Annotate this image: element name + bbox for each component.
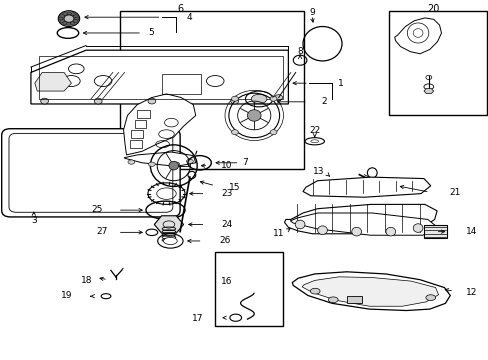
Ellipse shape — [168, 161, 178, 170]
Ellipse shape — [73, 15, 78, 18]
Ellipse shape — [310, 288, 320, 294]
Bar — [131, 130, 142, 138]
Text: 21: 21 — [448, 188, 460, 197]
Ellipse shape — [73, 20, 78, 23]
Text: 4: 4 — [186, 13, 192, 22]
Ellipse shape — [425, 295, 435, 301]
Ellipse shape — [231, 130, 238, 135]
FancyBboxPatch shape — [9, 134, 172, 212]
Ellipse shape — [186, 159, 193, 163]
Bar — [346, 296, 361, 303]
Ellipse shape — [148, 162, 155, 166]
Ellipse shape — [269, 130, 276, 135]
Ellipse shape — [163, 237, 177, 244]
Text: 25: 25 — [91, 205, 102, 214]
Polygon shape — [292, 272, 449, 311]
Text: 18: 18 — [81, 276, 92, 285]
Ellipse shape — [94, 98, 102, 104]
Text: 2: 2 — [321, 97, 326, 106]
Polygon shape — [31, 50, 288, 104]
Text: 3: 3 — [31, 216, 37, 225]
Polygon shape — [290, 213, 437, 235]
Text: 22: 22 — [308, 126, 320, 135]
Ellipse shape — [64, 15, 74, 22]
Bar — [137, 110, 150, 118]
Ellipse shape — [70, 22, 75, 24]
Ellipse shape — [317, 226, 327, 234]
Polygon shape — [303, 177, 430, 197]
Polygon shape — [154, 216, 183, 233]
Text: 24: 24 — [221, 220, 232, 229]
Text: 14: 14 — [465, 227, 476, 236]
Polygon shape — [123, 94, 195, 155]
Text: 20: 20 — [427, 4, 439, 14]
Bar — [161, 74, 200, 94]
Bar — [423, 225, 447, 238]
Bar — [215, 252, 282, 325]
Text: 16: 16 — [221, 276, 232, 285]
Ellipse shape — [269, 96, 276, 101]
Polygon shape — [394, 18, 441, 54]
Ellipse shape — [251, 94, 266, 104]
Ellipse shape — [70, 13, 75, 15]
Polygon shape — [423, 89, 433, 94]
Ellipse shape — [62, 22, 67, 24]
Ellipse shape — [172, 162, 179, 166]
Ellipse shape — [58, 11, 80, 27]
Ellipse shape — [351, 227, 361, 236]
Bar — [120, 11, 304, 169]
Ellipse shape — [66, 12, 71, 15]
Polygon shape — [302, 277, 438, 306]
Ellipse shape — [385, 227, 395, 236]
Ellipse shape — [412, 224, 422, 232]
Text: 17: 17 — [192, 314, 203, 323]
Ellipse shape — [231, 96, 238, 101]
Ellipse shape — [310, 140, 318, 143]
Ellipse shape — [148, 98, 156, 104]
Ellipse shape — [230, 98, 238, 104]
Text: 26: 26 — [219, 237, 230, 246]
Polygon shape — [124, 152, 195, 166]
Ellipse shape — [328, 297, 337, 303]
Bar — [39, 55, 282, 99]
Bar — [135, 121, 145, 128]
Ellipse shape — [74, 17, 79, 20]
Ellipse shape — [128, 160, 135, 164]
FancyBboxPatch shape — [1, 129, 180, 217]
Text: 13: 13 — [312, 167, 324, 176]
Text: 6: 6 — [177, 4, 183, 14]
Polygon shape — [284, 204, 436, 234]
Ellipse shape — [60, 15, 64, 18]
Ellipse shape — [59, 17, 63, 20]
Text: 1: 1 — [337, 79, 343, 88]
Text: 19: 19 — [61, 291, 73, 300]
Text: 8: 8 — [297, 47, 303, 56]
Text: 9: 9 — [308, 8, 314, 17]
Bar — [130, 140, 142, 148]
Ellipse shape — [274, 95, 282, 100]
Text: 15: 15 — [228, 183, 240, 192]
Text: 11: 11 — [272, 229, 284, 238]
Ellipse shape — [60, 20, 64, 23]
Text: 10: 10 — [221, 161, 232, 170]
Text: 5: 5 — [148, 28, 153, 37]
Ellipse shape — [247, 110, 261, 121]
Ellipse shape — [366, 168, 376, 178]
Bar — [388, 11, 487, 116]
Text: 12: 12 — [465, 288, 476, 297]
Ellipse shape — [41, 98, 48, 104]
Ellipse shape — [295, 220, 305, 229]
Text: 27: 27 — [96, 227, 107, 236]
Text: 23: 23 — [221, 189, 232, 198]
Ellipse shape — [66, 22, 71, 25]
Polygon shape — [35, 72, 71, 91]
Ellipse shape — [62, 13, 67, 15]
Text: 7: 7 — [242, 158, 248, 167]
